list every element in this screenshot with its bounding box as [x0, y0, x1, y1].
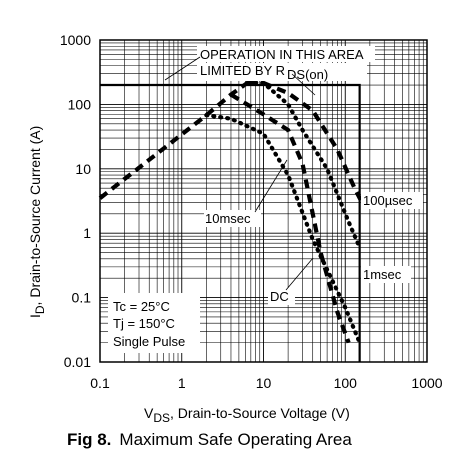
y-tick-label: 0.1 — [72, 290, 92, 306]
condition-pulse: Single Pulse — [113, 334, 185, 349]
y-axis-title-main: I — [27, 314, 43, 318]
label-1ms-backdrop — [361, 266, 411, 283]
series-line-1msec — [246, 80, 362, 250]
x-tick-label: 100 — [334, 375, 358, 391]
x-axis-title: VDS, Drain-to-Source Voltage (V) — [144, 405, 350, 425]
annotation-group: OPERATION IN THIS AREA LIMITED BY R DS(on… — [108, 46, 423, 353]
rds-leader-line — [291, 73, 316, 96]
figure-title: Maximum Safe Operating Area — [119, 430, 352, 449]
curve-group — [204, 80, 364, 345]
annotation-backdrop-1 — [197, 46, 375, 62]
x-axis-title-main: V — [144, 405, 154, 421]
area-annotation-line1: OPERATION IN THIS AREA — [200, 47, 364, 62]
limit-lines — [98, 80, 361, 362]
limit-box-line — [100, 83, 361, 362]
plot-frame — [99, 39, 428, 363]
x-tick-label: 1000 — [411, 375, 442, 391]
label-100usec: 100µsec — [363, 193, 413, 208]
figure-caption: Fig 8. Maximum Safe Operating Area — [67, 430, 352, 449]
y-axis-title-rest: , Drain-to-Source Current (A) — [27, 126, 43, 306]
area-annotation-line2: LIMITED BY R DS(on) — [200, 63, 328, 82]
x-axis-title-rest: , Drain-to-Source Voltage (V) — [170, 405, 350, 421]
tick-labels: 0.1 1 10 100 1000 1000 100 10 1 0.1 0.01 — [60, 32, 443, 391]
label-10msec: 10msec — [205, 211, 251, 226]
area-leader-line — [164, 56, 201, 81]
x-tick-label: 0.1 — [90, 375, 110, 391]
y-tick-label: 100 — [68, 96, 92, 112]
label-1msec: 1msec — [363, 267, 402, 282]
area-annotation-subscript: DS(on) — [287, 67, 328, 82]
y-tick-label: 1 — [83, 225, 91, 241]
series-line-dc — [204, 113, 362, 345]
conditions-backdrop — [108, 293, 200, 353]
label-dc-backdrop — [268, 288, 295, 305]
rds-on-limit-line — [98, 80, 250, 200]
x-tick-label: 1 — [178, 375, 186, 391]
label-10ms-backdrop — [204, 210, 261, 227]
y-axis-title-sub: D — [33, 305, 47, 314]
label-dc: DC — [270, 289, 289, 304]
series-line-10msec — [229, 92, 351, 344]
y-tick-label: 10 — [75, 161, 91, 177]
area-annotation-text: LIMITED BY R — [200, 63, 285, 78]
y-tick-label: 1000 — [60, 32, 91, 48]
condition-tj: Tj = 150°C — [113, 316, 175, 331]
label-dc-leader — [285, 257, 314, 291]
label-10ms-leader — [254, 159, 288, 213]
y-axis-title: ID, Drain-to-Source Current (A) — [27, 126, 47, 318]
condition-tc: Tc = 25°C — [113, 299, 170, 314]
figure-number: Fig 8. — [67, 430, 111, 449]
y-tick-label: 0.01 — [64, 354, 91, 370]
x-axis-title-sub: DS — [153, 411, 170, 425]
annotation-backdrop-2 — [197, 63, 367, 81]
label-100us-backdrop — [361, 192, 423, 209]
x-tick-label: 10 — [256, 375, 272, 391]
